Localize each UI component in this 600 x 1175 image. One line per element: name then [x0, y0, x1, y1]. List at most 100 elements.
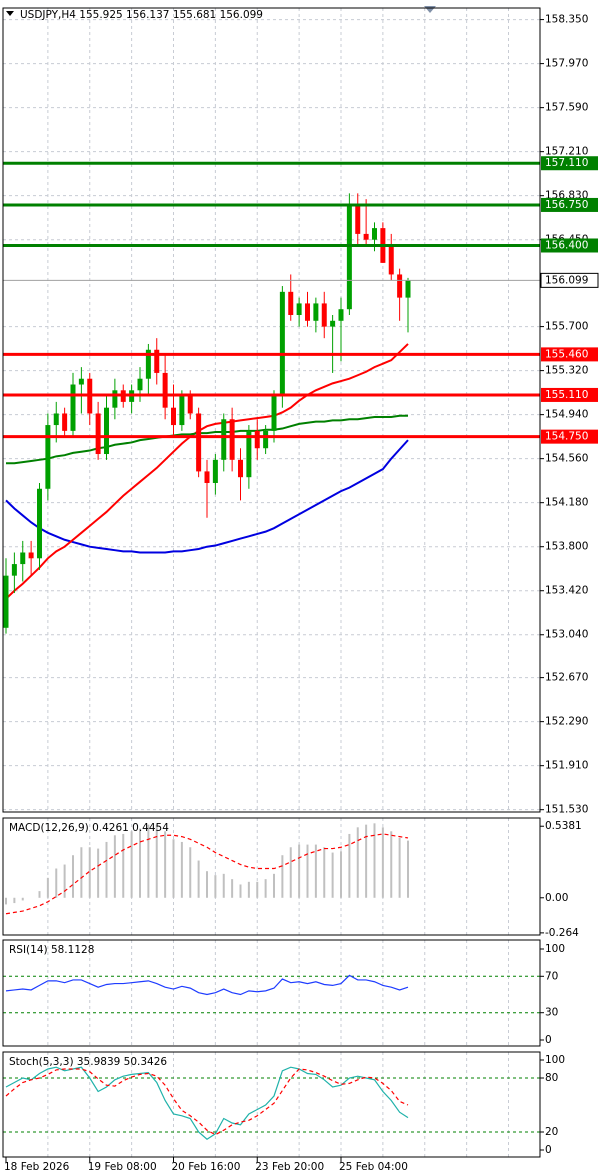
candle-body [305, 303, 310, 321]
candle-body [154, 349, 160, 373]
candle-body [3, 575, 9, 628]
macd-bar [189, 847, 192, 898]
macd-bar [314, 844, 317, 898]
chart-title: USDJPY,H4 155.925 156.137 155.681 156.09… [20, 9, 263, 21]
macd-bar [323, 847, 326, 898]
level-label-box [541, 238, 598, 253]
y-tick-label: 100 [545, 943, 565, 955]
y-tick-label: 157.210 [545, 146, 588, 158]
macd-bar [206, 871, 208, 898]
level-label: 155.110 [545, 389, 588, 401]
y-tick-label: 154.560 [545, 453, 588, 465]
y-tick-label: 153.420 [545, 585, 588, 597]
level-label-box [541, 197, 598, 212]
macd-bar [231, 879, 234, 898]
macd-bar [172, 839, 175, 898]
macd-bar [348, 833, 351, 898]
macd-bar [38, 891, 41, 898]
panel-frame [2, 939, 541, 1047]
macd-bar [80, 847, 83, 898]
macd-bar [97, 848, 100, 898]
x-tick-label: 20 Feb 16:00 [172, 1161, 241, 1173]
candle-body [238, 459, 243, 478]
candle-body [355, 204, 361, 234]
candle-body [53, 413, 59, 426]
panel-title: RSI(14) 58.1128 [9, 944, 94, 956]
macd-bar [63, 864, 66, 898]
panel-title: Stoch(5,3,3) 35.9839 50.3426 [9, 1056, 167, 1068]
macd-bar [13, 897, 16, 904]
level-label: 154.750 [545, 431, 588, 443]
candle-body [346, 204, 352, 310]
y-tick-label: 154.180 [545, 497, 588, 509]
macd-bar [356, 827, 359, 898]
level-label: 156.750 [545, 199, 588, 211]
level-label: 155.460 [545, 348, 588, 360]
macd-bar [306, 844, 309, 898]
panel-frame [2, 1051, 541, 1158]
candle-body [388, 245, 394, 275]
macd-bar [289, 847, 292, 898]
candle-body [372, 228, 377, 240]
macd-bar [381, 827, 384, 898]
candle-body [263, 430, 269, 449]
y-tick-label: 155.700 [545, 321, 588, 333]
y-tick-label: 153.040 [545, 629, 588, 641]
macd-bar [214, 875, 217, 898]
candle-body [279, 291, 285, 397]
macd-bar [247, 881, 250, 898]
x-tick-label: 19 Feb 08:00 [88, 1161, 157, 1173]
moving-average [5, 439, 409, 554]
macd-bar [122, 833, 125, 898]
macd-bar [21, 897, 24, 901]
x-tick-label: 25 Feb 04:00 [339, 1161, 408, 1173]
y-tick-label: 158.350 [545, 14, 588, 26]
macd-bar [180, 841, 183, 898]
macd-bar [130, 831, 133, 898]
level-label-box [541, 156, 598, 171]
macd-bar [365, 824, 368, 898]
macd-bar [264, 879, 267, 898]
y-tick-label: 151.530 [545, 804, 588, 816]
candle-body [296, 303, 302, 316]
y-tick-label: 157.970 [545, 58, 588, 70]
y-tick-label: 80 [545, 1072, 558, 1084]
macd-bar [273, 873, 275, 898]
moving-average [5, 343, 409, 600]
y-tick-label: 0.00 [545, 892, 568, 904]
candle-body [137, 378, 143, 391]
y-tick-label: 20 [545, 1126, 558, 1138]
candle-body [28, 552, 34, 559]
candle-body [363, 233, 369, 240]
candle-body [212, 459, 218, 483]
macd-bar [164, 831, 167, 898]
candle-body [321, 303, 327, 327]
candle-body [246, 430, 252, 478]
panel-frame [2, 7, 541, 813]
last-price-box [540, 272, 599, 288]
candle-body [179, 396, 185, 426]
macd-bar [88, 847, 91, 898]
indicator-line [5, 974, 409, 996]
candle-body [37, 488, 42, 559]
signal-line [5, 833, 409, 915]
candle-body [271, 396, 277, 431]
panel-title: MACD(12,26,9) 0.4261 0.4454 [9, 822, 169, 834]
y-tick-label: 100 [545, 1054, 565, 1066]
candle-body [313, 303, 319, 321]
macd-bar [147, 824, 150, 898]
y-tick-label: 154.940 [545, 409, 588, 421]
macd-bar [398, 837, 401, 898]
y-tick-label: 70 [545, 970, 558, 982]
x-tick-label: 18 Feb 2026 [4, 1161, 70, 1173]
y-tick-label: 0.5381 [545, 820, 582, 832]
menu-marker [6, 11, 14, 16]
macd-bar [373, 823, 376, 898]
level-label: 157.110 [545, 157, 588, 169]
stoch-main-line [5, 1066, 409, 1140]
y-tick-label: 0 [545, 1144, 552, 1156]
plot-layer: 158.350157.970157.590157.210156.830156.4… [2, 6, 599, 1173]
last-price-label: 156.099 [545, 274, 588, 286]
